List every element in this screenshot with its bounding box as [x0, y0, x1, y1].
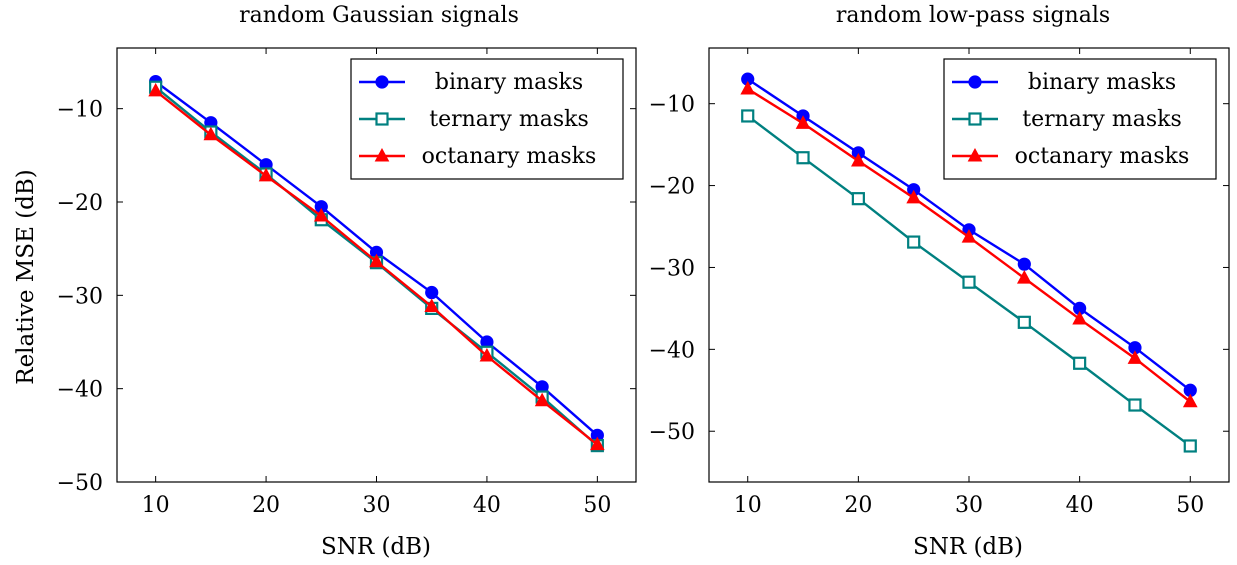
data-point-octanary — [534, 392, 550, 407]
y-tick-label: −50 — [649, 420, 695, 445]
x-tick-label: 30 — [363, 493, 391, 518]
legend-label-ternary: ternary masks — [429, 107, 589, 132]
data-point-octanary — [740, 80, 756, 95]
chart-title: random low-pass signals — [836, 3, 1110, 28]
data-point-octanary — [479, 347, 495, 362]
data-point-ternary — [1017, 315, 1031, 329]
data-point-octanary — [424, 298, 440, 313]
x-tick-label: 20 — [844, 493, 872, 518]
y-tick-label: −20 — [57, 191, 103, 216]
x-tick-label: 50 — [1176, 493, 1204, 518]
series-layer — [740, 72, 1198, 453]
x-axis-label: SNR (dB) — [913, 534, 1023, 560]
legend-marker-ternary — [968, 112, 982, 126]
data-point-octanary — [906, 189, 922, 204]
data-point-ternary — [907, 235, 921, 249]
y-tick-label: −30 — [649, 256, 695, 281]
data-point-octanary — [313, 207, 329, 222]
data-point-octanary — [1016, 270, 1032, 284]
x-tick-label: 40 — [1066, 493, 1094, 518]
chart-lowpass: random low-pass signals SNR (dB) 10 20 30 4… — [649, 3, 1230, 560]
data-point-octanary — [590, 436, 605, 451]
legend-label-octanary: octanary masks — [422, 144, 597, 169]
data-point-binary — [425, 285, 439, 300]
data-point-octanary — [961, 229, 977, 243]
data-point-octanary — [795, 115, 811, 129]
data-point-binary — [1017, 257, 1031, 271]
y-tick-label: −50 — [57, 471, 103, 496]
legend: binary masks ternary masks octanary masks — [350, 58, 624, 180]
legend-marker-octanary — [967, 147, 983, 162]
legend-marker-binary — [968, 75, 982, 89]
data-point-octanary — [203, 126, 219, 141]
data-point-ternary — [796, 151, 810, 165]
data-point-octanary — [148, 82, 163, 97]
y-tick-label: −40 — [649, 338, 695, 363]
legend-label-ternary: ternary masks — [1022, 107, 1182, 132]
x-tick-label: 20 — [252, 493, 280, 518]
x-tick-label: 10 — [142, 493, 170, 518]
legend-marker-ternary — [375, 112, 389, 126]
x-axis-label: SNR (dB) — [321, 534, 431, 560]
data-point-ternary — [962, 275, 976, 289]
data-point-ternary — [1128, 398, 1142, 412]
x-tick-label: 10 — [734, 493, 762, 518]
data-point-ternary — [1183, 439, 1197, 453]
data-point-ternary — [851, 192, 865, 206]
data-point-octanary — [1182, 393, 1198, 408]
legend-label-binary: binary masks — [1028, 70, 1176, 95]
data-point-ternary — [741, 109, 755, 123]
x-tick-label: 40 — [473, 493, 501, 518]
x-tick-label: 30 — [955, 493, 983, 518]
ticks: 10 20 30 40 50 −10 −20 −30 −40 −50 — [57, 48, 636, 518]
ticks: 10 20 30 40 50 −10 −20 −30 −40 −50 — [649, 48, 1229, 518]
chart-title: random Gaussian signals — [239, 3, 519, 28]
y-tick-label: −30 — [57, 284, 103, 309]
chart-gaussian: random Gaussian signals Relative MSE (dB… — [13, 3, 637, 560]
series-layer — [148, 74, 605, 453]
series-ternary — [741, 109, 1197, 453]
data-point-octanary — [258, 167, 274, 182]
data-point-octanary — [1072, 310, 1087, 325]
legend: binary masks ternary masks octanary masks — [943, 58, 1217, 180]
data-point-octanary — [1127, 350, 1143, 364]
y-tick-label: −10 — [57, 98, 103, 123]
legend-marker-octanary — [374, 147, 390, 162]
legend-label-binary: binary masks — [435, 70, 583, 95]
legend-label-octanary: octanary masks — [1015, 144, 1190, 169]
data-point-ternary — [1073, 356, 1087, 370]
y-tick-label: −40 — [57, 378, 103, 403]
legend-marker-binary — [375, 75, 389, 89]
data-point-octanary — [851, 152, 866, 167]
x-tick-label: 50 — [583, 493, 611, 518]
data-point-octanary — [369, 253, 384, 268]
series-octanary — [148, 82, 605, 451]
y-axis-label: Relative MSE (dB) — [13, 169, 39, 385]
series-octanary — [740, 80, 1198, 408]
y-tick-label: −20 — [649, 175, 695, 200]
y-tick-label: −10 — [649, 93, 695, 118]
